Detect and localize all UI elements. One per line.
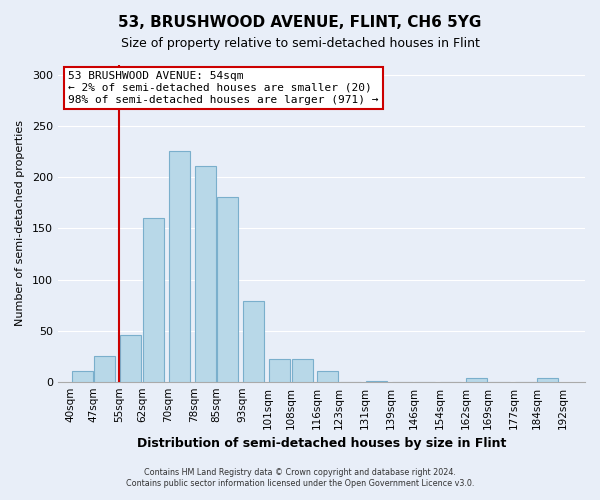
Bar xyxy=(169,151,190,382)
Text: Size of property relative to semi-detached houses in Flint: Size of property relative to semi-detach… xyxy=(121,38,479,51)
Y-axis label: Number of semi-detached properties: Number of semi-detached properties xyxy=(15,120,25,326)
Text: Contains HM Land Registry data © Crown copyright and database right 2024.
Contai: Contains HM Land Registry data © Crown c… xyxy=(126,468,474,487)
Bar xyxy=(143,218,164,382)
Bar xyxy=(194,166,215,382)
Bar xyxy=(120,334,141,382)
Bar xyxy=(217,197,238,382)
X-axis label: Distribution of semi-detached houses by size in Flint: Distribution of semi-detached houses by … xyxy=(137,437,506,450)
Bar xyxy=(269,359,290,382)
Bar xyxy=(366,380,387,382)
Bar xyxy=(538,378,559,382)
Bar xyxy=(292,359,313,382)
Text: 53, BRUSHWOOD AVENUE, FLINT, CH6 5YG: 53, BRUSHWOOD AVENUE, FLINT, CH6 5YG xyxy=(118,15,482,30)
Text: 53 BRUSHWOOD AVENUE: 54sqm
← 2% of semi-detached houses are smaller (20)
98% of : 53 BRUSHWOOD AVENUE: 54sqm ← 2% of semi-… xyxy=(68,72,379,104)
Bar xyxy=(94,356,115,382)
Bar xyxy=(317,372,338,382)
Bar xyxy=(71,372,92,382)
Bar xyxy=(243,301,264,382)
Bar xyxy=(466,378,487,382)
